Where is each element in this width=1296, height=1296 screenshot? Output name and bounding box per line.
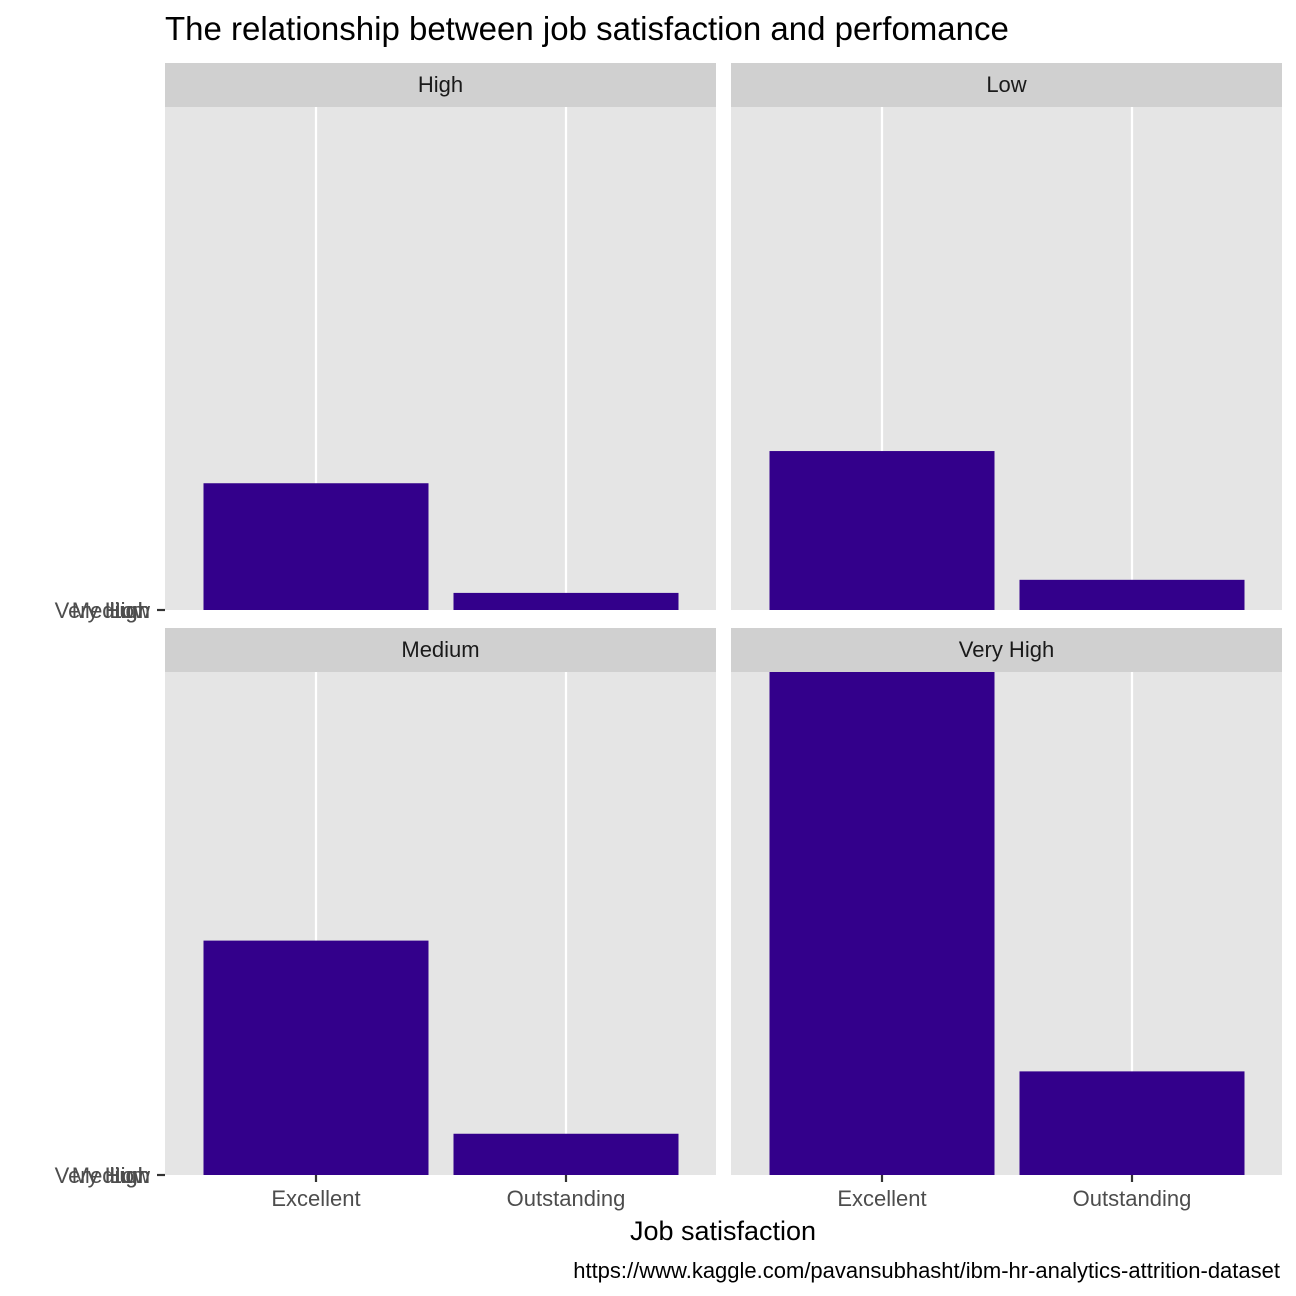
y-tick-label: Very High [55,598,150,623]
y-tick-label: Very High [55,1163,150,1188]
x-tick-label: Excellent [837,1186,926,1211]
y-tick-label: High [105,1163,150,1188]
facet-strip-label: Very High [959,637,1054,662]
facet-strip [165,628,716,672]
y-tick-label: Medium [72,598,150,623]
y-tick-label: Low [110,1163,150,1188]
bar-excellent [203,483,429,610]
facet-strip-label: Medium [401,637,479,662]
bar-excellent [203,940,429,1175]
facet-strip [731,63,1282,107]
x-tick-label: Outstanding [507,1186,626,1211]
bar-excellent [769,672,995,1175]
facet-strip-label: High [418,72,463,97]
y-tick-label: Low [110,598,150,623]
facet-strip-label: Low [986,72,1026,97]
facet-strip [731,628,1282,672]
y-tick-label: High [105,598,150,623]
facet-strip [165,63,716,107]
chart-title: The relationship between job satisfactio… [165,10,1009,47]
chart-caption: https://www.kaggle.com/pavansubhasht/ibm… [573,1258,1280,1283]
bar-outstanding [453,1133,679,1175]
bar-outstanding [1019,579,1245,610]
x-tick-label: Excellent [271,1186,360,1211]
bar-excellent [769,451,995,610]
bar-outstanding [1019,1071,1245,1175]
x-axis-title: Job satisfaction [630,1216,816,1246]
facet-panel-low: Low [731,63,1282,610]
facet-panel-very-high: Very High Excellent Outstanding [731,628,1282,1211]
bar-outstanding [453,592,679,610]
y-tick-label: Medium [72,1163,150,1188]
x-tick-label: Outstanding [1073,1186,1192,1211]
